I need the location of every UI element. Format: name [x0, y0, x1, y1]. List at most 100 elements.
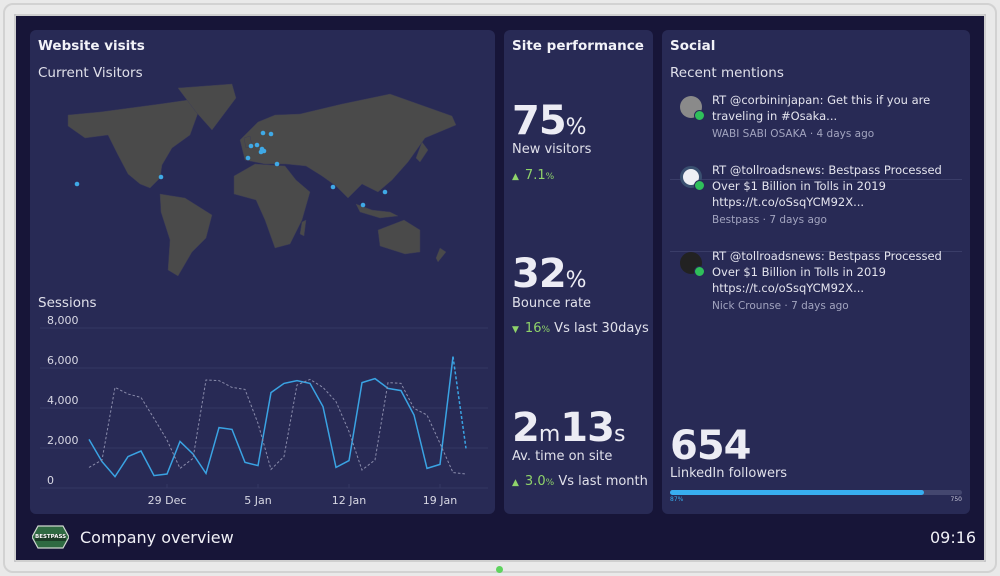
author: Bestpass — [712, 214, 760, 226]
delta-value: 16 — [524, 321, 542, 336]
mention-item[interactable]: RT @tollroadsnews: Bestpass Processed Ov… — [670, 163, 962, 252]
visitor-marker — [74, 181, 80, 187]
bestpass-logo: BESTPASS — [31, 525, 70, 549]
visitor-marker — [268, 131, 274, 137]
map-label: Current Visitors — [38, 65, 143, 81]
author: Nick Crounse — [712, 300, 782, 312]
comparison: Vs last month — [558, 474, 648, 489]
value: 32 — [512, 251, 567, 297]
visitor-marker — [254, 142, 260, 148]
progress-goal: 750 — [950, 496, 962, 503]
new-visitors-delta: ▲ 7.1% — [512, 168, 554, 183]
panel-title: Site performance — [512, 38, 644, 54]
mention-item[interactable]: RT @corbininjapan: Get this if you are t… — [670, 93, 962, 180]
mention-meta: Bestpass · 7 days ago — [712, 214, 827, 226]
x-tick-label: 5 Jan — [244, 494, 271, 507]
site-performance-panel: Site performance 75% New visitors ▲ 7.1% … — [504, 30, 653, 514]
delta-unit: % — [541, 325, 551, 335]
y-tick-label: 6,000 — [47, 354, 79, 367]
new-visitors-label: New visitors — [512, 142, 592, 157]
bounce-rate-label: Bounce rate — [512, 296, 592, 311]
delta-unit: % — [545, 478, 555, 488]
sessions-label: Sessions — [38, 295, 97, 311]
madagascar — [299, 219, 307, 237]
africa — [233, 163, 311, 249]
mention-item[interactable]: RT @tollroadsnews: Bestpass Processed Ov… — [670, 249, 962, 336]
unit2: s — [613, 422, 626, 447]
x-tick-label: 29 Dec — [148, 494, 187, 507]
mentions-label: Recent mentions — [670, 65, 784, 81]
arrow-up-icon: ▲ — [512, 478, 519, 488]
value: 2 — [512, 405, 540, 451]
mention-text: RT @corbininjapan: Get this if you are t… — [712, 93, 931, 123]
time-on-site-label: Av. time on site — [512, 449, 613, 464]
sessions-line — [88, 356, 454, 478]
author: WABI SABI OSAKA — [712, 128, 807, 140]
unit: % — [565, 268, 587, 293]
progress-percent: 87% — [670, 496, 684, 503]
delta-value: 7.1 — [524, 168, 546, 183]
x-tick-label: 12 Jan — [332, 494, 366, 507]
sessions-line-partial — [452, 356, 467, 449]
comparison: Vs last 30days — [554, 321, 649, 336]
followers-progress-track — [670, 490, 962, 495]
time-on-site-value: 2m13s — [512, 405, 625, 451]
time-on-site-delta: ▲ 3.0% Vs last month — [512, 474, 648, 489]
north-america — [67, 99, 199, 189]
logo-text: BESTPASS — [35, 534, 67, 540]
followers-progress-fill — [670, 490, 925, 495]
unit: m — [538, 422, 561, 447]
mention-text: RT @tollroadsnews: Bestpass Processed Ov… — [712, 163, 942, 209]
y-tick-label: 4,000 — [47, 394, 79, 407]
time: 4 days ago — [816, 128, 875, 140]
panel-title: Social — [670, 38, 716, 54]
australia — [377, 219, 421, 255]
mention-meta: WABI SABI OSAKA · 4 days ago — [712, 128, 875, 140]
visitor-marker — [260, 130, 266, 136]
value2: 13 — [560, 405, 615, 451]
visitor-marker — [274, 161, 280, 167]
new-visitors-value: 75% — [512, 98, 587, 144]
followers-count: 654 — [670, 423, 751, 469]
visitor-marker — [245, 155, 251, 161]
social-panel: Social Recent mentions RT @corbininjapan… — [662, 30, 970, 514]
mention-meta: Nick Crounse · 7 days ago — [712, 300, 849, 312]
visitor-marker — [248, 143, 254, 149]
japan — [415, 141, 429, 163]
eurasia — [239, 93, 457, 199]
previous-period-line — [88, 378, 467, 475]
visitor-marker — [158, 174, 164, 180]
bounce-rate-delta: ▼ 16% Vs last 30days — [512, 321, 649, 336]
world-map — [67, 83, 457, 277]
indonesia — [355, 203, 399, 219]
delta-value: 3.0 — [524, 474, 546, 489]
y-tick-label: 8,000 — [47, 314, 79, 327]
time: 7 days ago — [791, 300, 849, 312]
power-indicator — [496, 566, 503, 573]
unit: % — [565, 115, 587, 140]
y-tick-label: 0 — [47, 474, 54, 487]
arrow-up-icon: ▲ — [512, 172, 519, 182]
y-tick-label: 2,000 — [47, 434, 79, 447]
bounce-rate-value: 32% — [512, 251, 587, 297]
x-tick-label: 19 Jan — [423, 494, 457, 507]
visitor-marker — [261, 148, 267, 154]
visitor-marker — [360, 202, 366, 208]
value: 75 — [512, 98, 567, 144]
arrow-down-icon: ▼ — [512, 325, 519, 335]
retweet-icon — [694, 110, 705, 121]
followers-label: LinkedIn followers — [670, 466, 788, 481]
new-zealand — [435, 247, 447, 263]
website-visits-panel: Website visits Current Visitors Sessions… — [30, 30, 495, 514]
sessions-chart: 0 2,000 4,000 6,000 8,000 29 Dec 5 Jan 12 Jan 19… — [40, 314, 488, 507]
visitor-marker — [382, 189, 388, 195]
dashboard-title: Company overview — [80, 528, 234, 547]
retweet-icon — [694, 180, 705, 191]
mention-text: RT @tollroadsnews: Bestpass Processed Ov… — [712, 249, 942, 295]
visitor-marker — [330, 184, 336, 190]
south-america — [159, 193, 213, 277]
retweet-icon — [694, 266, 705, 277]
delta-unit: % — [545, 172, 555, 182]
panel-title: Website visits — [38, 38, 145, 54]
greenland — [177, 83, 237, 131]
